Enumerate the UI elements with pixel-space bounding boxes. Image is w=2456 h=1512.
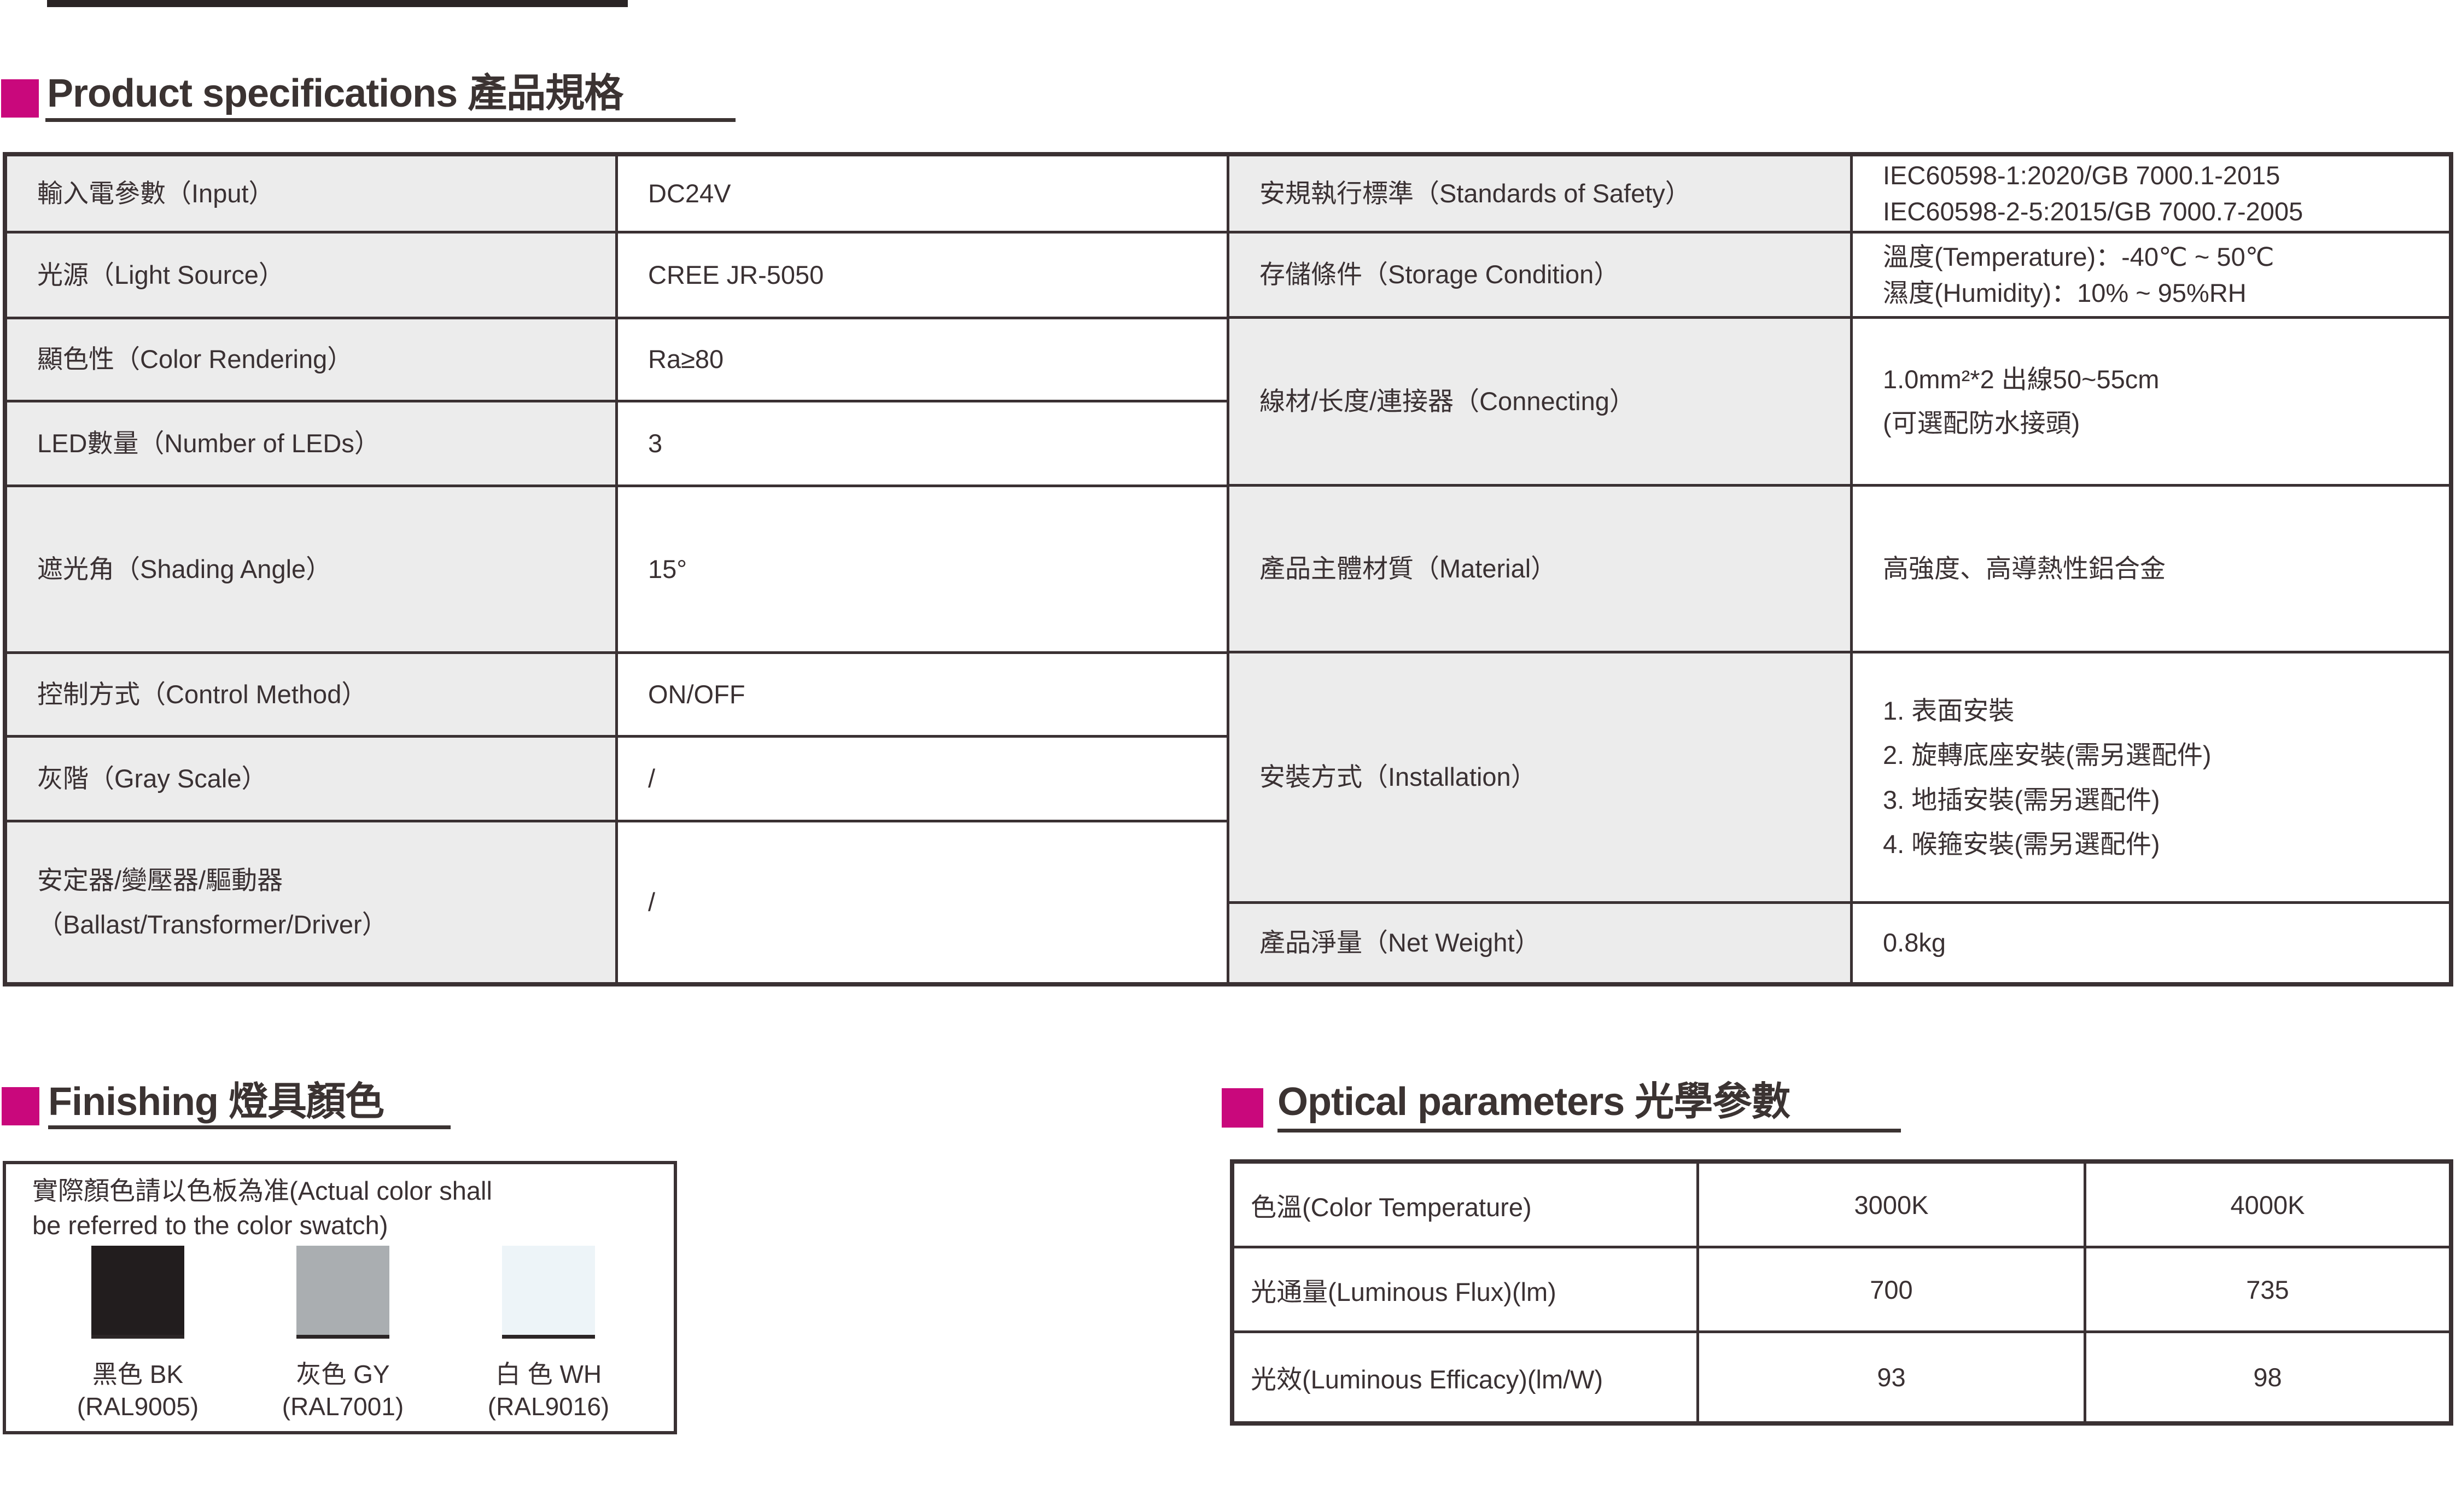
- spec-label-gray-scale: 灰階（Gray Scale）: [7, 738, 615, 820]
- white-color-swatch: [502, 1246, 595, 1339]
- swatch-name: 灰色 GY: [296, 1360, 390, 1388]
- spec-value-installation: 1. 表面安裝 2. 旋轉底座安裝(需另選配件) 3. 地插安裝(需另選配件) …: [1853, 653, 2449, 901]
- swatch-black: 黑色 BK (RAL9005): [45, 1246, 231, 1423]
- spec-value-led-count: 3: [618, 402, 1227, 484]
- spec-label-led-count: LED數量（Number of LEDs）: [7, 402, 615, 484]
- spec-table-right: 安規執行標準（Standards of Safety） IEC60598-1:2…: [1229, 156, 2449, 982]
- spec-value-net-weight: 0.8kg: [1853, 904, 2449, 982]
- spec-value-safety-standards: IEC60598-1:2020/GB 7000.1-2015 IEC60598-…: [1853, 156, 2449, 231]
- accent-square-icon: [1222, 1088, 1263, 1128]
- spec-value-connecting: 1.0mm²*2 出線50~55cm (可選配防水接頭): [1853, 319, 2449, 484]
- spec-label-color-rendering: 顯色性（Color Rendering）: [7, 319, 615, 400]
- installation-item: 3. 地插安裝(需另選配件): [1883, 785, 2160, 814]
- optical-value-4000k: 4000K: [2086, 1164, 2449, 1246]
- swatch-white: 白 色 WH (RAL9016): [456, 1246, 641, 1423]
- spec-value-input: DC24V: [618, 156, 1227, 231]
- spec-label-material: 產品主體材質（Material）: [1229, 487, 1850, 651]
- finishing-underline: [48, 1125, 451, 1129]
- optical-flux-4000k: 735: [2086, 1248, 2449, 1330]
- gray-color-swatch: [296, 1246, 389, 1339]
- spec-value-material: 高強度、高導熱性鋁合金: [1853, 487, 2449, 651]
- spec-label-input: 輸入電參數（Input）: [7, 156, 615, 231]
- spec-value-control-method: ON/OFF: [618, 654, 1227, 735]
- swatch-name: 白 色 WH: [495, 1360, 602, 1388]
- optical-flux-3000k: 700: [1699, 1248, 2084, 1330]
- accent-square-icon: [1, 79, 39, 118]
- swatch-gray: 灰色 GY (RAL7001): [250, 1246, 436, 1423]
- optical-label-luminous-efficacy: 光效(Luminous Efficacy)(lm/W): [1234, 1333, 1696, 1421]
- spec-label-ballast: 安定器/變壓器/驅動器 （Ballast/Transformer/Driver）: [7, 822, 615, 982]
- spec-value-ballast: /: [618, 822, 1227, 982]
- spec-label-control-method: 控制方式（Control Method）: [7, 654, 615, 735]
- optical-label-color-temperature: 色溫(Color Temperature): [1234, 1164, 1696, 1246]
- swatch-ral-code: (RAL9005): [77, 1392, 199, 1421]
- spec-label-light-source: 光源（Light Source）: [7, 233, 615, 317]
- spec-label-safety-standards: 安規執行標準（Standards of Safety）: [1229, 156, 1850, 231]
- product-specs-title: Product specifications 產品規格: [47, 72, 623, 115]
- optical-table: 色溫(Color Temperature) 3000K 4000K 光通量(Lu…: [1230, 1159, 2453, 1426]
- spec-label-net-weight: 產品淨量（Net Weight）: [1229, 904, 1850, 982]
- finishing-note: 實際顏色請以色板為准(Actual color shall be referre…: [32, 1176, 492, 1240]
- installation-item: 1. 表面安裝: [1883, 696, 2015, 725]
- spec-value-color-rendering: Ra≥80: [618, 319, 1227, 400]
- accent-square-icon: [2, 1087, 39, 1125]
- black-color-swatch: [91, 1246, 184, 1339]
- spec-value-storage-condition: 溫度(Temperature)：-40℃ ~ 50℃ 濕度(Humidity)：…: [1853, 233, 2449, 316]
- spec-label-storage-condition: 存儲條件（Storage Condition）: [1229, 233, 1850, 316]
- swatch-ral-code: (RAL7001): [282, 1392, 404, 1421]
- swatch-ral-code: (RAL9016): [487, 1392, 610, 1421]
- installation-item: 4. 喉箍安裝(需另選配件): [1883, 829, 2160, 859]
- spec-label-connecting: 線材/长度/連接器（Connecting）: [1229, 319, 1850, 484]
- optical-underline: [1277, 1129, 1901, 1132]
- spec-value-light-source: CREE JR-5050: [618, 233, 1227, 317]
- top-partial-rule: [47, 0, 628, 7]
- installation-item: 2. 旋轉底座安裝(需另選配件): [1883, 740, 2212, 770]
- spec-label-shading-angle: 遮光角（Shading Angle）: [7, 487, 615, 651]
- optical-efficacy-4000k: 98: [2086, 1333, 2449, 1421]
- spec-value-shading-angle: 15°: [618, 487, 1227, 651]
- optical-value-3000k: 3000K: [1699, 1164, 2084, 1246]
- spec-value-gray-scale: /: [618, 738, 1227, 820]
- optical-title: Optical parameters 光學參數: [1277, 1080, 1790, 1124]
- product-specs-underline: [45, 118, 736, 122]
- spec-table-left: 輸入電參數（Input） DC24V 光源（Light Source） CREE…: [7, 156, 1227, 982]
- spec-label-installation: 安裝方式（Installation）: [1229, 653, 1850, 901]
- optical-efficacy-3000k: 93: [1699, 1333, 2084, 1421]
- swatch-name: 黑色 BK: [92, 1360, 184, 1388]
- optical-label-luminous-flux: 光通量(Luminous Flux)(lm): [1234, 1248, 1696, 1330]
- spec-table: 輸入電參數（Input） DC24V 光源（Light Source） CREE…: [3, 152, 2453, 986]
- finishing-title: Finishing 燈具顏色: [48, 1080, 384, 1124]
